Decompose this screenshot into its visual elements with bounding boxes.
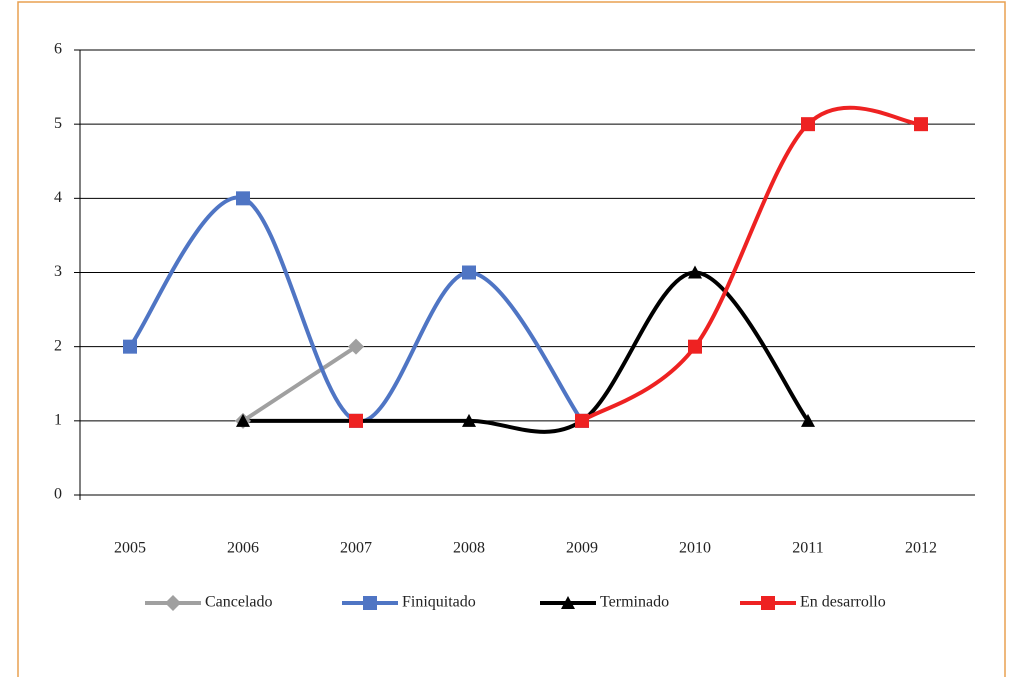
x-tick-label: 2010 bbox=[679, 540, 711, 557]
x-tick-label: 2005 bbox=[114, 540, 146, 557]
series-line bbox=[580, 105, 922, 423]
marker bbox=[349, 413, 363, 428]
marker bbox=[165, 595, 181, 611]
legend-label: Cancelado bbox=[205, 594, 273, 611]
y-tick-label: 2 bbox=[54, 337, 62, 354]
marker bbox=[761, 596, 775, 610]
legend-label: En desarrollo bbox=[800, 594, 886, 611]
marker bbox=[575, 413, 589, 428]
x-tick-label: 2007 bbox=[340, 540, 372, 557]
marker bbox=[236, 413, 250, 427]
marker bbox=[348, 338, 364, 355]
marker bbox=[123, 339, 137, 354]
series-line bbox=[241, 344, 358, 423]
x-tick-label: 2006 bbox=[227, 540, 259, 557]
y-tick-label: 6 bbox=[54, 41, 62, 58]
y-tick-label: 4 bbox=[54, 189, 62, 206]
marker bbox=[462, 413, 476, 427]
marker bbox=[801, 117, 815, 132]
y-tick-label: 1 bbox=[54, 412, 62, 429]
x-tick-label: 2009 bbox=[566, 540, 598, 557]
series-line bbox=[128, 195, 584, 424]
marker bbox=[688, 339, 702, 354]
marker bbox=[462, 265, 476, 280]
marker bbox=[801, 413, 815, 427]
x-tick-label: 2011 bbox=[792, 540, 823, 557]
legend-label: Terminado bbox=[600, 594, 669, 611]
x-tick-label: 2012 bbox=[905, 540, 937, 557]
marker bbox=[561, 596, 575, 609]
y-tick-label: 3 bbox=[54, 263, 62, 280]
legend-label: Finiquitado bbox=[402, 594, 476, 611]
y-tick-label: 0 bbox=[54, 486, 62, 503]
marker bbox=[236, 191, 250, 206]
marker bbox=[914, 117, 928, 132]
marker bbox=[363, 596, 377, 610]
marker bbox=[688, 265, 702, 279]
frame bbox=[17, 1, 1006, 677]
y-tick-label: 5 bbox=[54, 115, 62, 132]
x-tick-label: 2008 bbox=[453, 540, 485, 557]
